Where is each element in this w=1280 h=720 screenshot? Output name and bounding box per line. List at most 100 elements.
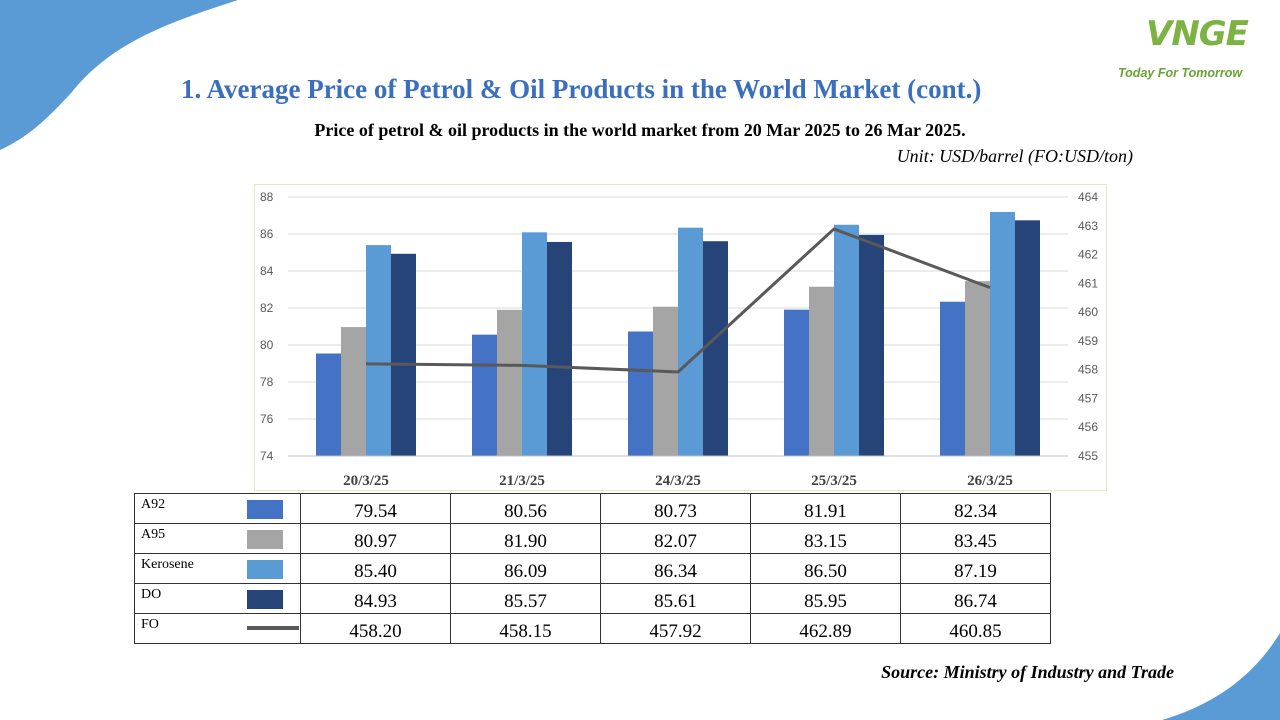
combo-chart: 74 76 78 80 82 84 86 88 455 456 457 458 459 460 461 462…: [260, 190, 1098, 489]
legend-color-swatch: [247, 560, 283, 579]
legend-color-swatch: [247, 500, 283, 519]
y-tick-label: 88: [260, 190, 274, 204]
table-cell: 82.07: [600, 523, 751, 554]
series-name: A92: [141, 497, 166, 512]
table-cell: 85.57: [450, 583, 601, 614]
bottom-right-wave: [1162, 633, 1280, 720]
table-cell: 82.34: [900, 493, 1051, 524]
y2-tick-label: 461: [1078, 276, 1098, 290]
table-cell: 80.97: [300, 523, 451, 554]
table-cell: 86.34: [600, 553, 751, 584]
bar-do: [391, 253, 416, 456]
y2-tick-label: 464: [1078, 190, 1098, 204]
table-cell: 85.95: [750, 583, 901, 614]
y2-tick-label: 460: [1078, 305, 1098, 319]
y2-tick-label: 462: [1078, 248, 1098, 262]
legend-color-swatch: [247, 530, 283, 549]
table-cell: 84.93: [300, 583, 451, 614]
bar-kerosene: [834, 224, 859, 456]
y-tick-label: 86: [260, 227, 274, 241]
table-row: FO 458.20 458.15 457.92 462.89 460.85: [134, 613, 1051, 644]
series-label-cell: Kerosene: [134, 553, 301, 584]
table-cell: 80.56: [450, 493, 601, 524]
table-cell: 86.09: [450, 553, 601, 584]
table-cell: 462.89: [750, 613, 901, 644]
y-tick-label: 78: [260, 375, 274, 389]
y2-tick-label: 458: [1078, 363, 1098, 377]
table-cell: 85.61: [600, 583, 751, 614]
table-row: Kerosene 85.40 86.09 86.34 86.50 87.19: [134, 553, 1051, 584]
bar-a92: [316, 353, 341, 456]
y2-tick-label: 457: [1078, 391, 1098, 405]
chart-subtitle: Price of petrol & oil products in the wo…: [314, 120, 966, 140]
bar-do: [1015, 220, 1040, 456]
table-cell: 87.19: [900, 553, 1051, 584]
table-cell: 458.20: [300, 613, 451, 644]
bar-a92: [784, 309, 809, 456]
y2-tick-label: 455: [1078, 449, 1098, 463]
table-row: DO 84.93 85.57 85.61 85.95 86.74: [134, 583, 1051, 614]
table-cell: 457.92: [600, 613, 751, 644]
legend-line-swatch: [247, 626, 299, 630]
table-cell: 86.50: [750, 553, 901, 584]
table-cell: 83.45: [900, 523, 1051, 554]
source-note: Source: Ministry of Industry and Trade: [881, 662, 1174, 682]
y-tick-label: 82: [260, 301, 274, 315]
table-row: A92 79.54 80.56 80.73 81.91 82.34: [134, 493, 1051, 524]
table-cell: 85.40: [300, 553, 451, 584]
y2-tick-label: 456: [1078, 420, 1098, 434]
bar-kerosene: [990, 211, 1015, 456]
bar-a95: [341, 327, 366, 456]
y-tick-label: 76: [260, 412, 274, 426]
y2-tick-label: 463: [1078, 219, 1098, 233]
bar-kerosene: [522, 232, 547, 456]
y-tick-label: 84: [260, 264, 274, 278]
table-cell: 460.85: [900, 613, 1051, 644]
y-tick-label: 74: [260, 449, 274, 463]
top-left-wave: [0, 0, 238, 150]
x-tick-label: 21/3/25: [499, 473, 545, 489]
logo-mark: VNGE: [1146, 14, 1249, 54]
data-table: A92 79.54 80.56 80.73 81.91 82.34 A95 80.97 81.9…: [134, 493, 1051, 644]
bar-a95: [965, 281, 990, 456]
y2-tick-label: 459: [1078, 334, 1098, 348]
logo-tagline: Today For Tomorrow: [1118, 66, 1243, 80]
table-cell: 458.15: [450, 613, 601, 644]
table-cell: 86.74: [900, 583, 1051, 614]
bar-a92: [472, 334, 497, 456]
table-cell: 80.73: [600, 493, 751, 524]
bar-a92: [628, 331, 653, 456]
table-cell: 81.91: [750, 493, 901, 524]
series-name: A95: [141, 527, 166, 542]
table-cell: 81.90: [450, 523, 601, 554]
bar-a95: [809, 286, 834, 456]
bar-do: [859, 234, 884, 456]
bar-a92: [940, 301, 965, 456]
page-title: 1. Average Price of Petrol & Oil Product…: [181, 74, 982, 104]
x-tick-label: 25/3/25: [811, 473, 857, 489]
x-tick-label: 20/3/25: [343, 473, 389, 489]
table-row: A95 80.97 81.90 82.07 83.15 83.45: [134, 523, 1051, 554]
x-tick-label: 24/3/25: [655, 473, 701, 489]
table-cell: 79.54: [300, 493, 451, 524]
vnge-logo: VNGE Today For Tomorrow: [1118, 14, 1258, 84]
bar-kerosene: [366, 245, 391, 456]
bar-a95: [497, 309, 522, 456]
legend-color-swatch: [247, 590, 283, 609]
bar-do: [703, 241, 728, 456]
y-tick-label: 80: [260, 338, 274, 352]
series-name: Kerosene: [141, 557, 194, 572]
bar-kerosene: [678, 227, 703, 456]
series-label-cell: A92: [134, 493, 301, 524]
series-name: DO: [141, 587, 162, 602]
series-label-cell: FO: [134, 613, 301, 644]
bar-a95: [653, 306, 678, 456]
table-cell: 83.15: [750, 523, 901, 554]
series-label-cell: A95: [134, 523, 301, 554]
series-label-cell: DO: [134, 583, 301, 614]
series-name: FO: [141, 617, 159, 632]
x-tick-label: 26/3/25: [967, 473, 1013, 489]
bar-do: [547, 241, 572, 456]
unit-note: Unit: USD/barrel (FO:USD/ton): [896, 146, 1133, 166]
